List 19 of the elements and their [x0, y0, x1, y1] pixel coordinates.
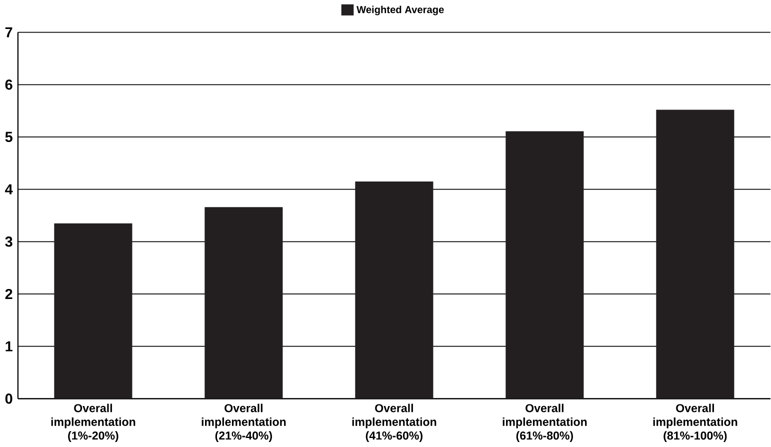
- bar: [355, 182, 434, 399]
- x-tick-label: Overall implementation (21%-40%): [202, 404, 286, 442]
- y-tick-label: 3: [5, 236, 12, 247]
- x-tick-label: Overall implementation (61%-80%): [502, 404, 587, 442]
- y-tick-label: 2: [5, 289, 12, 300]
- x-tick-label: Overall implementation (1%-20%): [51, 404, 136, 442]
- y-tick-label: 7: [5, 27, 12, 38]
- bar: [204, 207, 283, 399]
- legend-label: Weighted Average: [356, 6, 444, 16]
- bar: [54, 223, 132, 399]
- y-tick-label: 4: [5, 184, 13, 194]
- bar: [656, 110, 734, 399]
- y-tick-label: 6: [5, 80, 12, 90]
- x-tick-label: Overall implementation (41%-60%): [352, 404, 436, 442]
- y-tick-label: 1: [6, 341, 12, 352]
- y-tick-label: 5: [5, 132, 12, 142]
- x-tick-label: Overall implementation (81%-100%): [653, 404, 738, 442]
- y-tick-label: 0: [5, 394, 12, 404]
- bar: [506, 131, 584, 399]
